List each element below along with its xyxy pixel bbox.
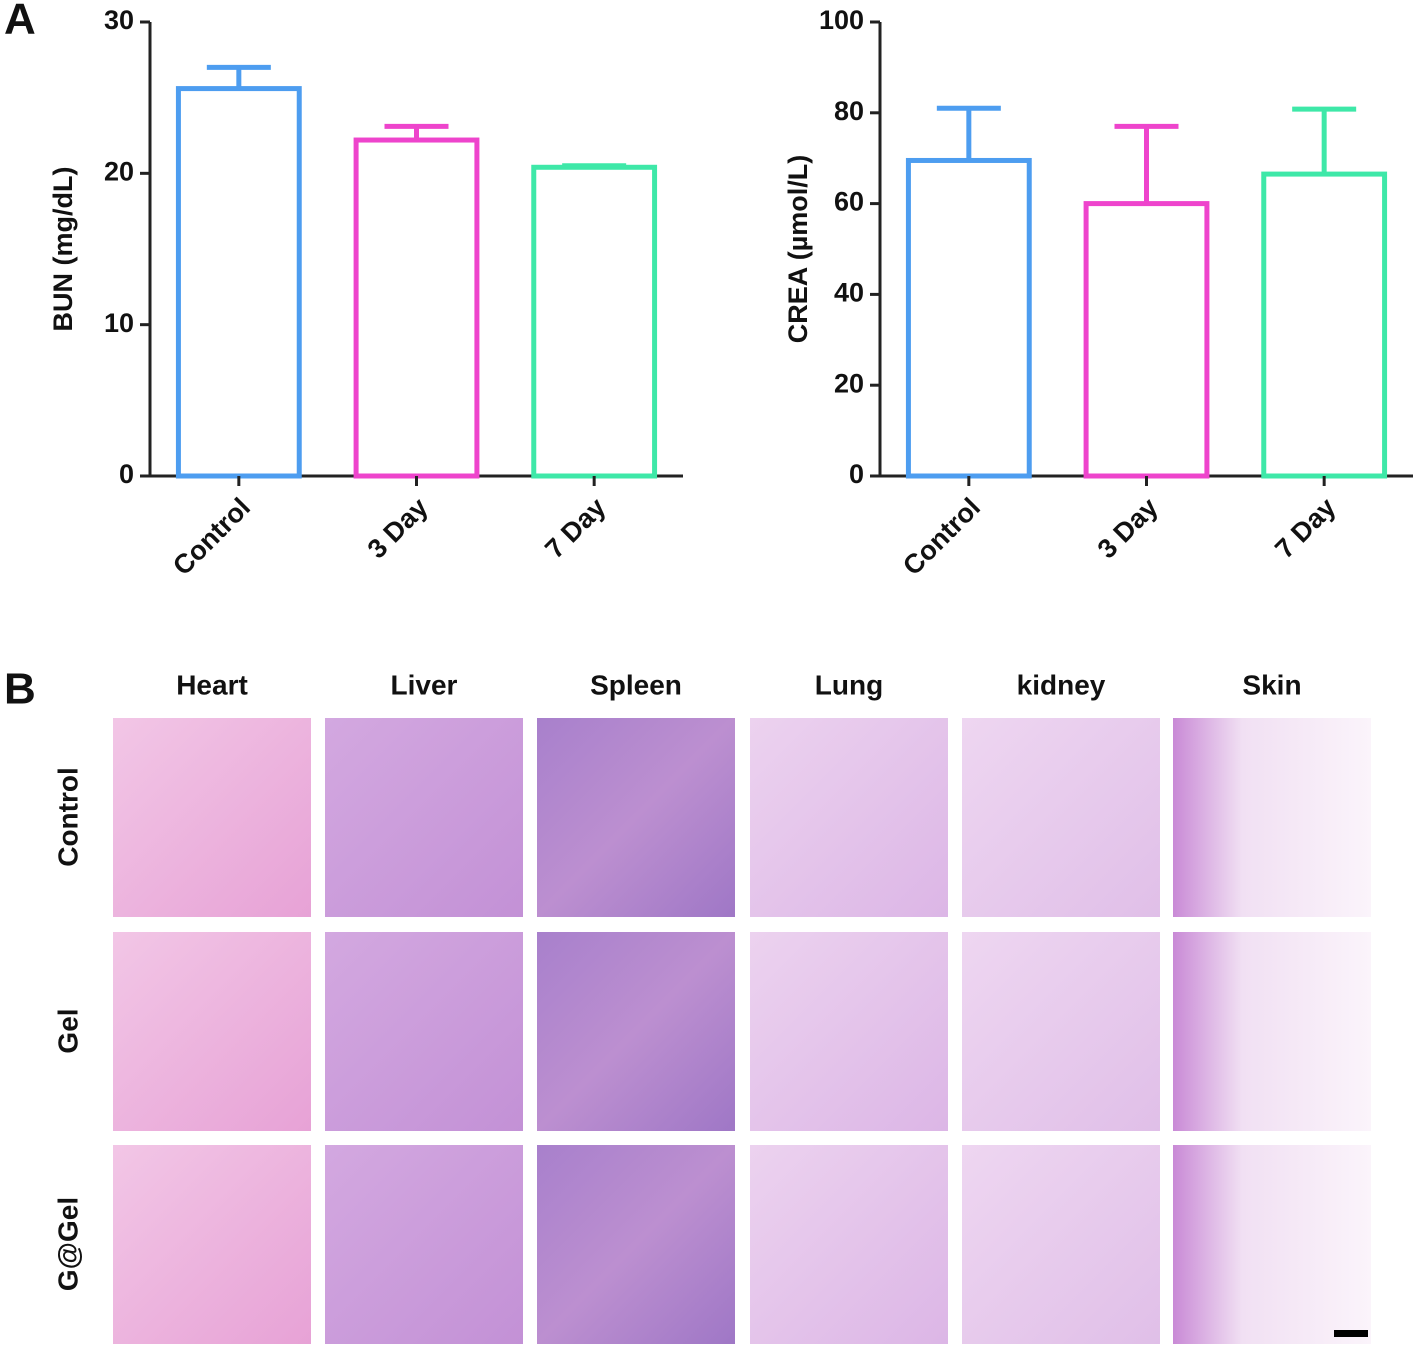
- y-tick-label: 20: [834, 368, 864, 398]
- x-tick-label: 7 Day: [1269, 492, 1341, 564]
- histology-image: [537, 718, 735, 917]
- row-label: G@Gel: [52, 1197, 83, 1291]
- histology-image: [325, 1145, 523, 1344]
- y-tick-label: 10: [104, 308, 134, 338]
- histology-image: [113, 932, 311, 1131]
- bar: [905, 157, 1032, 479]
- column-label: Spleen: [590, 669, 682, 700]
- x-tick-label: 7 Day: [539, 492, 611, 564]
- panel-label: A: [4, 0, 36, 44]
- histology-image: [537, 1145, 735, 1344]
- histology-image: [962, 1145, 1160, 1344]
- x-tick-label: 3 Day: [362, 492, 434, 564]
- histology-image: [1173, 718, 1371, 917]
- bar: [1261, 171, 1388, 479]
- y-axis-label: CREA (µmol/L): [783, 155, 813, 344]
- y-tick-label: 60: [834, 187, 864, 217]
- column-label: Lung: [815, 669, 883, 700]
- column-label: Heart: [176, 669, 248, 700]
- bar: [175, 86, 302, 479]
- panel-label: B: [4, 665, 36, 714]
- y-tick-label: 0: [849, 459, 864, 489]
- histology-image: [750, 1145, 948, 1344]
- bar: [1083, 201, 1210, 479]
- histology-image: [113, 1145, 311, 1344]
- y-tick-label: 30: [104, 5, 134, 35]
- row-label: Gel: [52, 1008, 83, 1053]
- bar: [531, 164, 658, 479]
- histology-image: [1173, 1145, 1371, 1344]
- y-tick-label: 100: [819, 5, 864, 35]
- y-axis-label: BUN (mg/dL): [48, 167, 78, 332]
- y-tick-label: 0: [119, 459, 134, 489]
- histology-image: [750, 718, 948, 917]
- y-tick-label: 40: [834, 278, 864, 308]
- scale-bar: [1334, 1330, 1368, 1337]
- bar: [353, 137, 480, 479]
- column-label: kidney: [1017, 669, 1106, 700]
- histology-image: [113, 718, 311, 917]
- histology-image: [962, 932, 1160, 1131]
- x-tick-label: Control: [167, 492, 256, 581]
- y-tick-label: 80: [834, 96, 864, 126]
- histology-image: [325, 932, 523, 1131]
- histology-grid: Heart Liver Spleen Lung kidney Skin Control Gel…: [52, 669, 1371, 1344]
- row-label: Control: [52, 767, 83, 867]
- histology-image: [537, 932, 735, 1131]
- histology-image: [962, 718, 1160, 917]
- histology-image: [1173, 932, 1371, 1131]
- x-tick-label: Control: [897, 492, 986, 581]
- column-label: Skin: [1242, 669, 1301, 700]
- x-tick-label: 3 Day: [1092, 492, 1164, 564]
- column-label: Liver: [391, 669, 458, 700]
- histology-image: [325, 718, 523, 917]
- y-tick-label: 20: [104, 156, 134, 186]
- histology-image: [750, 932, 948, 1131]
